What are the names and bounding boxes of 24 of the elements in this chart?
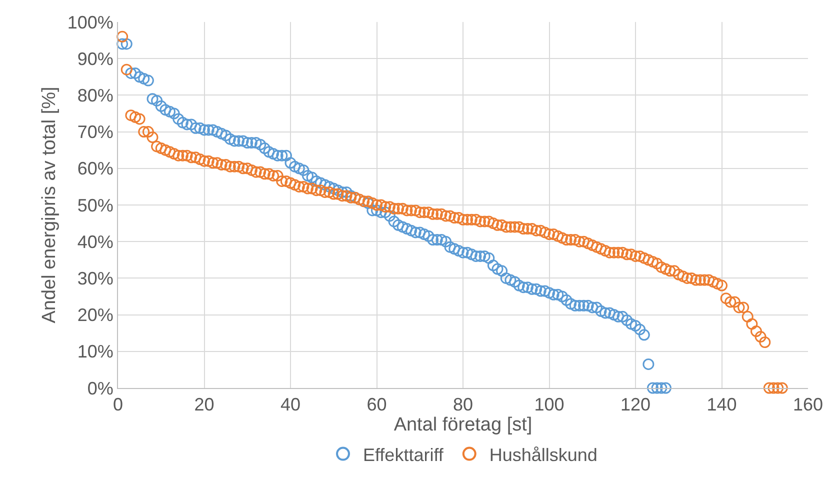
x-tick-label: 40 [280,394,301,415]
y-tick-label: 100% [67,12,114,32]
y-tick-label: 90% [77,48,114,69]
x-tick-label: 160 [792,394,824,415]
y-tick-label: 0% [87,378,114,398]
legend-label: Hushållskund [489,444,598,465]
y-tick-label: 70% [77,122,114,142]
y-tick-label: 40% [77,232,114,252]
y-axis-title: Andel energipris av total [%] [39,86,60,324]
x-tick-label: 140 [706,394,737,415]
x-axis-title: Antal företag [st] [394,414,532,436]
legend-label: Effekttariff [363,444,444,465]
x-tick-label: 100 [534,394,564,415]
x-tick-label: 0 [112,394,124,415]
y-tick-label: 20% [77,305,114,326]
y-tick-label: 10% [77,342,114,362]
y-tick-label: 80% [77,86,114,106]
y-tick-label: 60% [77,158,114,179]
x-tick-label: 60 [366,394,387,415]
x-tick-label: 20 [194,394,214,415]
x-tick-label: 80 [452,394,474,415]
x-tick-label: 120 [620,394,651,415]
y-tick-label: 50% [77,195,114,216]
y-tick-label: 30% [77,268,114,288]
